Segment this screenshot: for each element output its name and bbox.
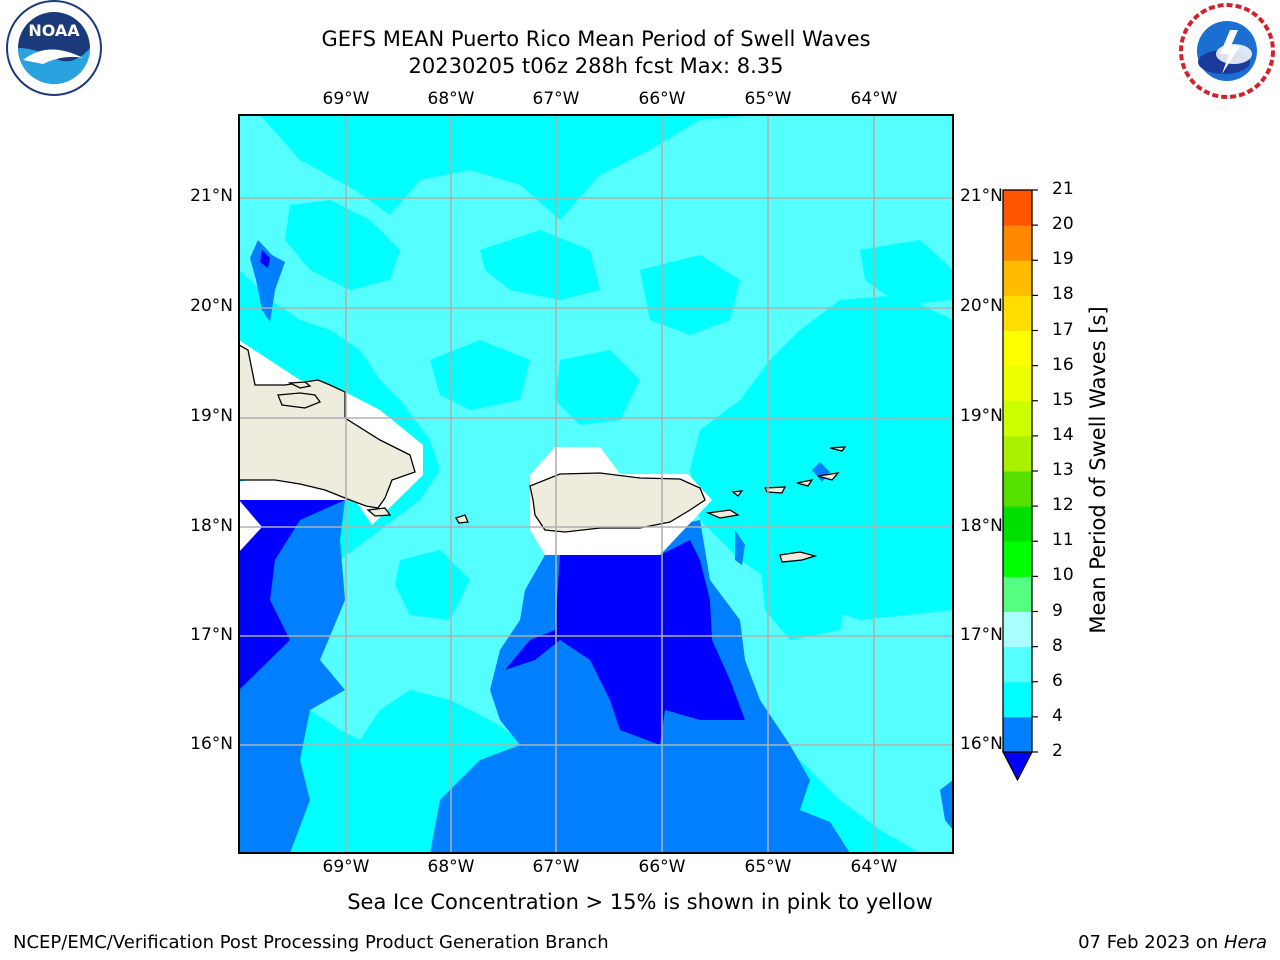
colorbar-segment bbox=[1003, 435, 1032, 472]
chart-subtitle: 20230205 t06z 288h fcst Max: 8.35 bbox=[408, 54, 784, 78]
noaa-logo-icon: NOAA bbox=[3, 0, 105, 100]
colorbar-tick-label: 17 bbox=[1052, 319, 1074, 340]
lat-label-left-20n: 20°N bbox=[190, 296, 233, 316]
footer-org: NCEP/EMC/Verification Post Processing Pr… bbox=[13, 932, 609, 953]
colorbar-tick-label: 6 bbox=[1052, 670, 1063, 691]
lon-label-bottom-67w: 67°W bbox=[532, 857, 580, 877]
colorbar-tick-label: 16 bbox=[1052, 354, 1074, 375]
colorbar-segment bbox=[1003, 190, 1032, 226]
map-gridlines bbox=[239, 115, 953, 853]
footer-date-text: 07 Feb 2023 on bbox=[1078, 932, 1224, 953]
noaa-logo-text: NOAA bbox=[28, 21, 80, 40]
lat-label-left-18n: 18°N bbox=[190, 516, 233, 536]
colorbar-tick-label: 10 bbox=[1052, 565, 1074, 586]
colorbar-segment bbox=[1003, 576, 1032, 612]
lat-label-right-19n: 19°N bbox=[960, 406, 1003, 426]
footer-date: 07 Feb 2023 on Hera bbox=[1078, 932, 1267, 953]
colorbar-tick-label: 21 bbox=[1052, 179, 1074, 199]
map-panel bbox=[239, 115, 953, 853]
colorbar-segment bbox=[1003, 541, 1032, 577]
lat-label-left-19n: 19°N bbox=[190, 406, 233, 426]
lon-label-top-69w: 69°W bbox=[322, 89, 370, 109]
lon-label-top-66w: 66°W bbox=[638, 89, 686, 109]
chart-title: GEFS MEAN Puerto Rico Mean Period of Swe… bbox=[321, 27, 871, 51]
colorbar-label: Mean Period of Swell Waves [s] bbox=[1086, 306, 1110, 634]
colorbar-segment bbox=[1003, 225, 1032, 261]
lon-label-bottom-69w: 69°W bbox=[322, 857, 370, 877]
colorbar-segment bbox=[1003, 260, 1032, 296]
colorbar-segment bbox=[1003, 646, 1032, 683]
colorbar-segment bbox=[1003, 716, 1032, 753]
colorbar-tick-label: 8 bbox=[1052, 635, 1063, 656]
colorbar-tick-label: 12 bbox=[1052, 495, 1074, 516]
colorbar-segment bbox=[1003, 681, 1032, 718]
colorbar-segment bbox=[1003, 330, 1032, 367]
colorbar-tick-label: 4 bbox=[1052, 705, 1063, 726]
colorbar bbox=[1002, 189, 1038, 782]
colorbar-tick-label: 18 bbox=[1052, 284, 1074, 305]
lon-label-top-65w: 65°W bbox=[744, 89, 792, 109]
colorbar-tick-label: 2 bbox=[1052, 741, 1063, 761]
lat-label-right-20n: 20°N bbox=[960, 296, 1003, 316]
colorbar-tick-label: 9 bbox=[1052, 600, 1063, 621]
colorbar-tick-label: 20 bbox=[1052, 214, 1074, 235]
colorbar-extend-triangle bbox=[1002, 751, 1033, 782]
colorbar-tick-label: 14 bbox=[1052, 424, 1074, 445]
lat-label-left-17n: 17°N bbox=[190, 625, 233, 645]
nws-logo-icon bbox=[1176, 2, 1278, 100]
colorbar-tick-label: 13 bbox=[1052, 460, 1074, 480]
lon-label-bottom-66w: 66°W bbox=[638, 857, 686, 877]
lon-label-top-67w: 67°W bbox=[532, 89, 580, 109]
colorbar-tick-label: 19 bbox=[1052, 249, 1074, 270]
colorbar-segment bbox=[1003, 611, 1032, 648]
map-frame bbox=[238, 114, 954, 854]
lat-label-right-17n: 17°N bbox=[960, 625, 1003, 645]
lon-label-bottom-64w: 64°W bbox=[850, 857, 898, 877]
lat-label-right-21n: 21°N bbox=[960, 186, 1003, 206]
lon-label-bottom-65w: 65°W bbox=[744, 857, 792, 877]
colorbar-segment bbox=[1003, 506, 1032, 542]
lat-label-right-18n: 18°N bbox=[960, 516, 1003, 536]
colorbar-tick-label: 15 bbox=[1052, 389, 1074, 410]
lat-label-left-16n: 16°N bbox=[190, 734, 233, 754]
colorbar-segment bbox=[1003, 295, 1032, 331]
lat-label-right-16n: 16°N bbox=[960, 734, 1003, 754]
colorbar-segment bbox=[1003, 365, 1032, 402]
sea-ice-caption: Sea Ice Concentration > 15% is shown in … bbox=[347, 890, 933, 914]
lat-label-left-21n: 21°N bbox=[190, 186, 233, 206]
colorbar-segment bbox=[1003, 471, 1032, 507]
footer-host: Hera bbox=[1223, 932, 1267, 953]
lon-label-top-64w: 64°W bbox=[850, 89, 898, 109]
colorbar-segment bbox=[1003, 400, 1032, 437]
swell-band-6-8-pockets bbox=[285, 200, 953, 640]
colorbar-tick-label: 11 bbox=[1052, 530, 1074, 551]
lon-label-bottom-68w: 68°W bbox=[427, 857, 475, 877]
lon-label-top-68w: 68°W bbox=[427, 89, 475, 109]
